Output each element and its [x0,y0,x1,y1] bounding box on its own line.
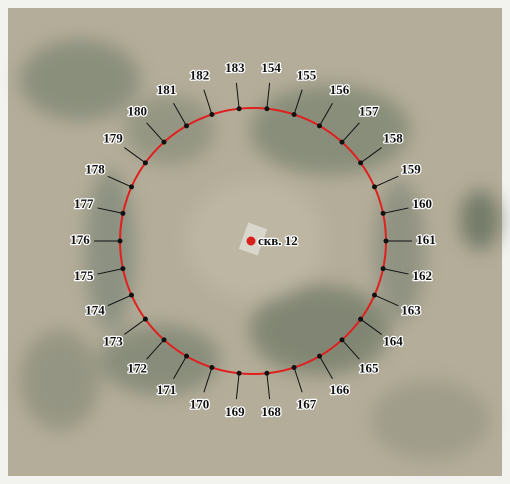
point-label: 164 [383,334,403,349]
point [237,371,242,376]
point [264,371,269,376]
point-label: 163 [401,302,421,317]
point-label: 167 [297,397,317,412]
point [120,266,125,271]
point [381,266,386,271]
point-label: 179 [103,130,123,145]
map: скв. 12 154 155 156 157 158 159 160 161 162 163 16… [0,0,510,484]
point [264,106,269,111]
point [143,317,148,322]
point [237,106,242,111]
point [358,317,363,322]
point [384,239,389,244]
point-label: 181 [157,82,177,97]
point-label: 182 [190,67,210,82]
point-label: 162 [412,268,432,283]
point [209,112,214,117]
point-label: 161 [416,232,436,247]
point [317,123,322,128]
point-label: 180 [127,103,147,118]
point-label: 158 [383,130,403,145]
point [292,365,297,370]
point [358,160,363,165]
point-label: 159 [401,162,421,177]
point [209,365,214,370]
point-label: 166 [330,382,350,397]
point-label: 154 [261,60,281,75]
point [339,140,344,145]
point [381,211,386,216]
point [118,239,123,244]
point-label: 170 [190,397,210,412]
point [129,184,134,189]
point [339,337,344,342]
point [372,184,377,189]
point-label: 160 [412,196,432,211]
point-label: 169 [225,404,245,419]
point-label: 168 [261,404,281,419]
well-marker [247,237,256,246]
point-label: 171 [157,382,177,397]
point [372,293,377,298]
point-label: 157 [359,103,379,118]
point [162,337,167,342]
point-label: 178 [85,162,105,177]
point-label: 177 [74,196,94,211]
point-label: 165 [359,361,379,376]
point-label: 156 [330,82,350,97]
point-label: 175 [74,268,94,283]
point [184,123,189,128]
point-label: 173 [103,334,123,349]
point [317,354,322,359]
point [143,160,148,165]
point-label: 176 [70,232,90,247]
point [292,112,297,117]
point-label: 174 [85,302,105,317]
well-label: скв. 12 [258,233,298,248]
point-label: 183 [225,60,245,75]
point-label: 155 [297,67,317,82]
point [162,140,167,145]
point [120,211,125,216]
point [129,293,134,298]
point-label: 172 [127,361,147,376]
point [184,354,189,359]
